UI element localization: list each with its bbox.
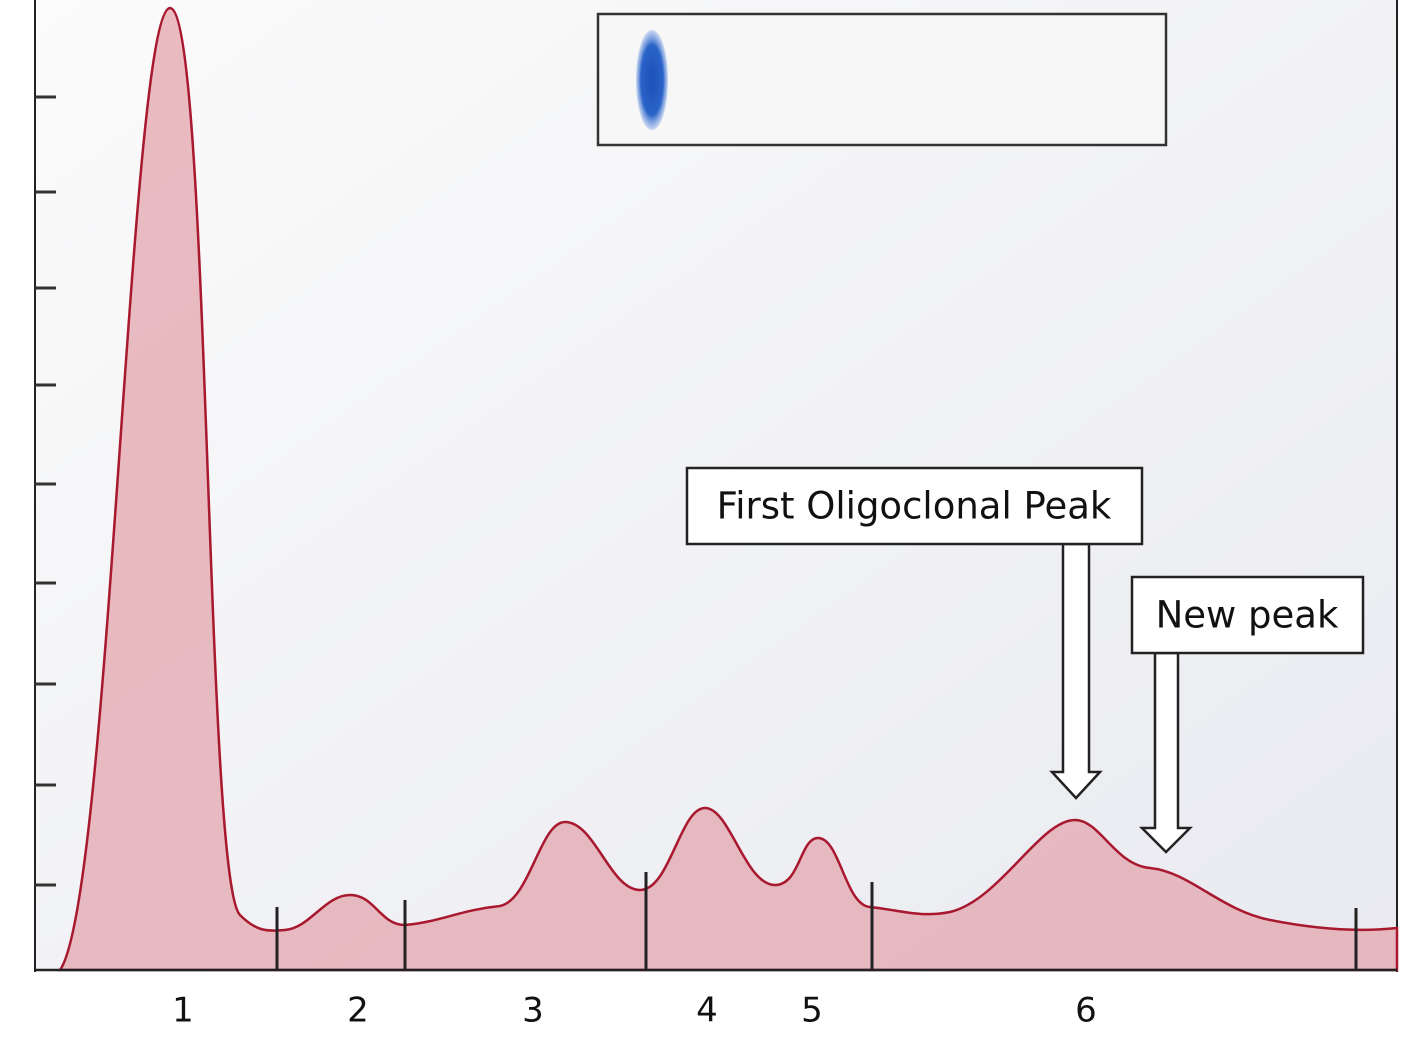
fraction-label: 1 <box>172 991 194 1031</box>
arrow <box>1138 651 1194 854</box>
fraction-label: 6 <box>1075 991 1097 1031</box>
annotation-box <box>685 466 1144 546</box>
arrow <box>1049 542 1103 800</box>
gel-strip <box>596 12 1168 147</box>
left-ticks <box>35 95 56 887</box>
fraction-label: 4 <box>696 991 718 1031</box>
annotation-box <box>1130 575 1365 655</box>
annotation: First Oligoclonal Peak <box>717 485 1112 528</box>
fraction-label: 5 <box>801 991 823 1031</box>
fraction-label: 2 <box>347 991 369 1031</box>
gel-band <box>636 30 668 130</box>
density-curve <box>57 6 1399 972</box>
fraction-label: 3 <box>522 991 544 1031</box>
fraction-labels: 1 2 3 4 5 6 <box>172 991 1097 1031</box>
annotation: New peak <box>1156 594 1339 637</box>
fraction-dividers <box>275 872 1358 970</box>
